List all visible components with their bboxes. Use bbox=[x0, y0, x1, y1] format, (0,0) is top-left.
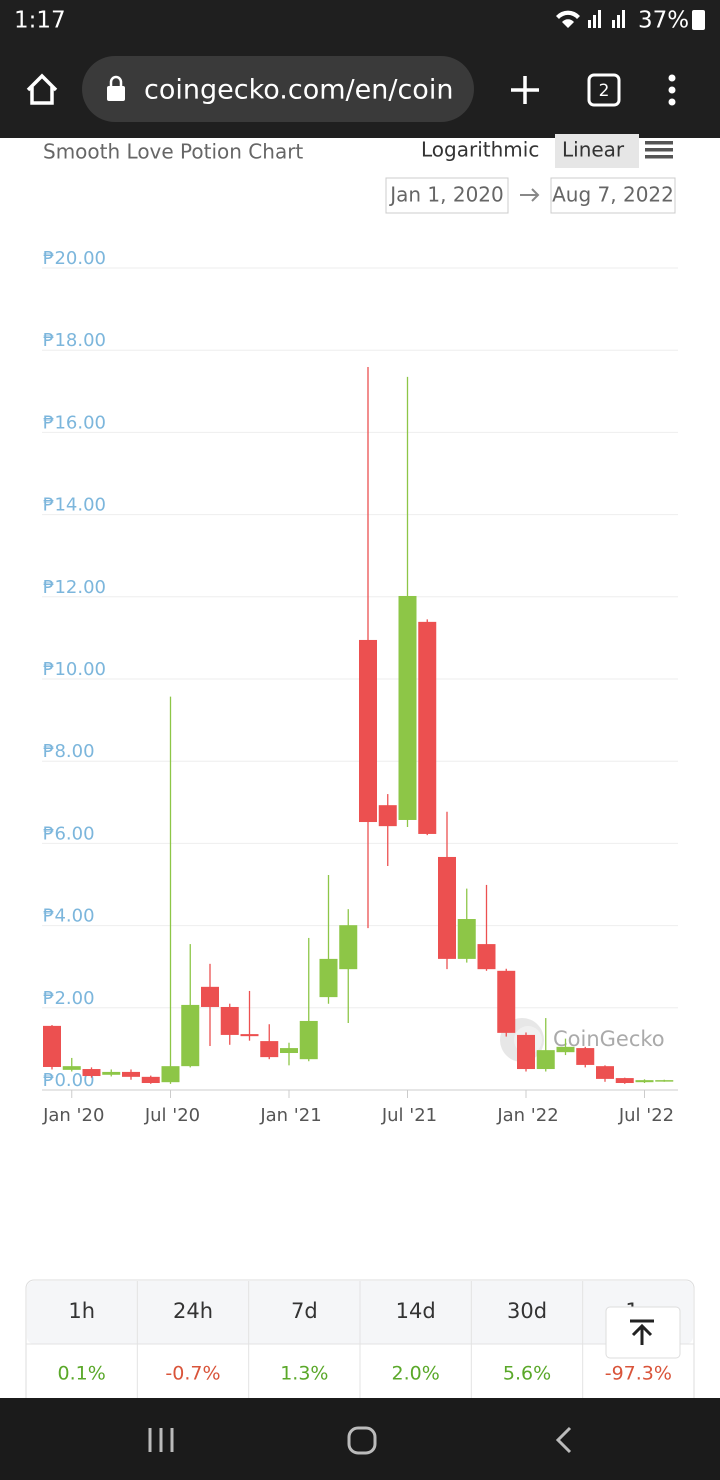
y-tick-label: ₱2.00 bbox=[43, 988, 95, 1009]
y-tick-label: ₱12.00 bbox=[43, 577, 106, 598]
candle-body bbox=[536, 1050, 555, 1070]
table-value: 0.1% bbox=[58, 1363, 106, 1385]
candle-body bbox=[457, 919, 476, 959]
scale-option[interactable]: Logarithmic bbox=[421, 138, 539, 162]
table-header: 1h bbox=[68, 1299, 95, 1323]
scroll-top-icon bbox=[630, 1319, 654, 1345]
table-value: 1.3% bbox=[280, 1363, 328, 1385]
nav-bar bbox=[0, 1398, 720, 1480]
chart-menu[interactable] bbox=[645, 141, 673, 159]
y-tick-label: ₱8.00 bbox=[43, 741, 95, 762]
candle-body bbox=[615, 1078, 634, 1084]
url-bar[interactable] bbox=[82, 56, 474, 122]
y-tick-label: ₱10.00 bbox=[43, 659, 106, 680]
candle-body bbox=[201, 986, 219, 1007]
x-tick-label: Jul '20 bbox=[144, 1105, 200, 1126]
nav-buttons[interactable] bbox=[148, 1426, 572, 1455]
x-tick-label: Jul '21 bbox=[381, 1105, 437, 1126]
y-tick-label: ₱4.00 bbox=[43, 906, 95, 927]
candle-body bbox=[596, 1066, 614, 1079]
candle-body bbox=[635, 1080, 654, 1083]
date-to: Aug 7, 2022 bbox=[552, 183, 674, 207]
table-header: 30d bbox=[507, 1299, 547, 1323]
new-tab-button[interactable] bbox=[511, 76, 539, 104]
y-tick-label: ₱16.00 bbox=[43, 412, 106, 433]
url-text: coingecko.com/en/coin bbox=[144, 75, 453, 106]
table-cells: 1h0.1%24h-0.7%7d1.3%14d2.0%30d5.6%1y-97.… bbox=[26, 1281, 694, 1398]
candle-body bbox=[418, 621, 437, 834]
candle-body bbox=[576, 1048, 595, 1065]
status-icons bbox=[556, 10, 705, 30]
candle-body bbox=[43, 1025, 61, 1067]
candle-body bbox=[556, 1046, 575, 1053]
status-battery: 37% bbox=[638, 8, 689, 34]
candle-body bbox=[122, 1071, 140, 1077]
table-value: -0.7% bbox=[165, 1363, 220, 1385]
y-tick-label: ₱6.00 bbox=[43, 823, 95, 844]
y-tick-label: ₱0.00 bbox=[43, 1070, 95, 1091]
candle-body bbox=[517, 1034, 535, 1070]
candle-body bbox=[161, 1066, 180, 1083]
date-arrow bbox=[520, 188, 540, 202]
candle-body bbox=[181, 1004, 200, 1067]
date-from-box[interactable] bbox=[385, 177, 509, 214]
date-from: Jan 1, 2020 bbox=[388, 183, 504, 207]
tab-count: 2 bbox=[599, 81, 610, 101]
candle-body bbox=[319, 958, 338, 998]
y-tick-label: ₱18.00 bbox=[43, 330, 106, 351]
plot: ₱0.00 ₱2.00 ₱4.00 ₱6.00 ₱8.00 ₱10.00 ₱12.00 ₱14… bbox=[42, 248, 678, 1126]
table-header: 14d bbox=[396, 1299, 436, 1323]
candle-body bbox=[477, 944, 496, 970]
home-button[interactable] bbox=[26, 73, 58, 105]
candle-body bbox=[359, 639, 377, 823]
candle-body bbox=[102, 1071, 121, 1075]
tabs-button[interactable] bbox=[587, 73, 621, 107]
table-value: 2.0% bbox=[392, 1363, 440, 1385]
candle-body bbox=[497, 970, 516, 1033]
date-to-box[interactable] bbox=[550, 177, 676, 214]
x-tick-label: Jan '22 bbox=[496, 1105, 558, 1126]
candle-body bbox=[339, 925, 358, 970]
candle-body bbox=[378, 805, 397, 827]
candle-body bbox=[299, 1020, 318, 1060]
candle-body bbox=[280, 1048, 298, 1054]
chart-title: Smooth Love Potion Chart bbox=[43, 140, 303, 164]
scale-options: Logarithmic Linear bbox=[421, 134, 639, 168]
x-tick-label: Jan '21 bbox=[259, 1105, 321, 1126]
scale-selected-bg bbox=[555, 134, 639, 168]
candle-body bbox=[398, 595, 417, 820]
candle-body bbox=[62, 1066, 81, 1070]
candle-body bbox=[220, 1006, 239, 1035]
menu-button[interactable] bbox=[668, 74, 676, 106]
y-tick-label: ₱20.00 bbox=[43, 248, 106, 269]
y-tick-label: ₱14.00 bbox=[43, 495, 106, 516]
status-time: 1:17 bbox=[14, 8, 66, 34]
candle-body bbox=[82, 1069, 101, 1077]
x-tick-label: Jan '20 bbox=[42, 1105, 104, 1126]
x-tick-label: Jul '22 bbox=[618, 1105, 674, 1126]
table-header: 24h bbox=[173, 1299, 213, 1323]
table-value: 5.6% bbox=[503, 1363, 551, 1385]
candle-body bbox=[141, 1076, 160, 1084]
candle-body bbox=[655, 1080, 674, 1082]
candle-body bbox=[240, 1034, 259, 1037]
table-header: 7d bbox=[291, 1299, 318, 1323]
candle-body bbox=[438, 856, 456, 959]
lock-icon bbox=[107, 75, 125, 101]
table-value: -97.3% bbox=[605, 1363, 672, 1385]
candle-body bbox=[260, 1041, 279, 1058]
scale-option[interactable]: Linear bbox=[562, 138, 625, 162]
